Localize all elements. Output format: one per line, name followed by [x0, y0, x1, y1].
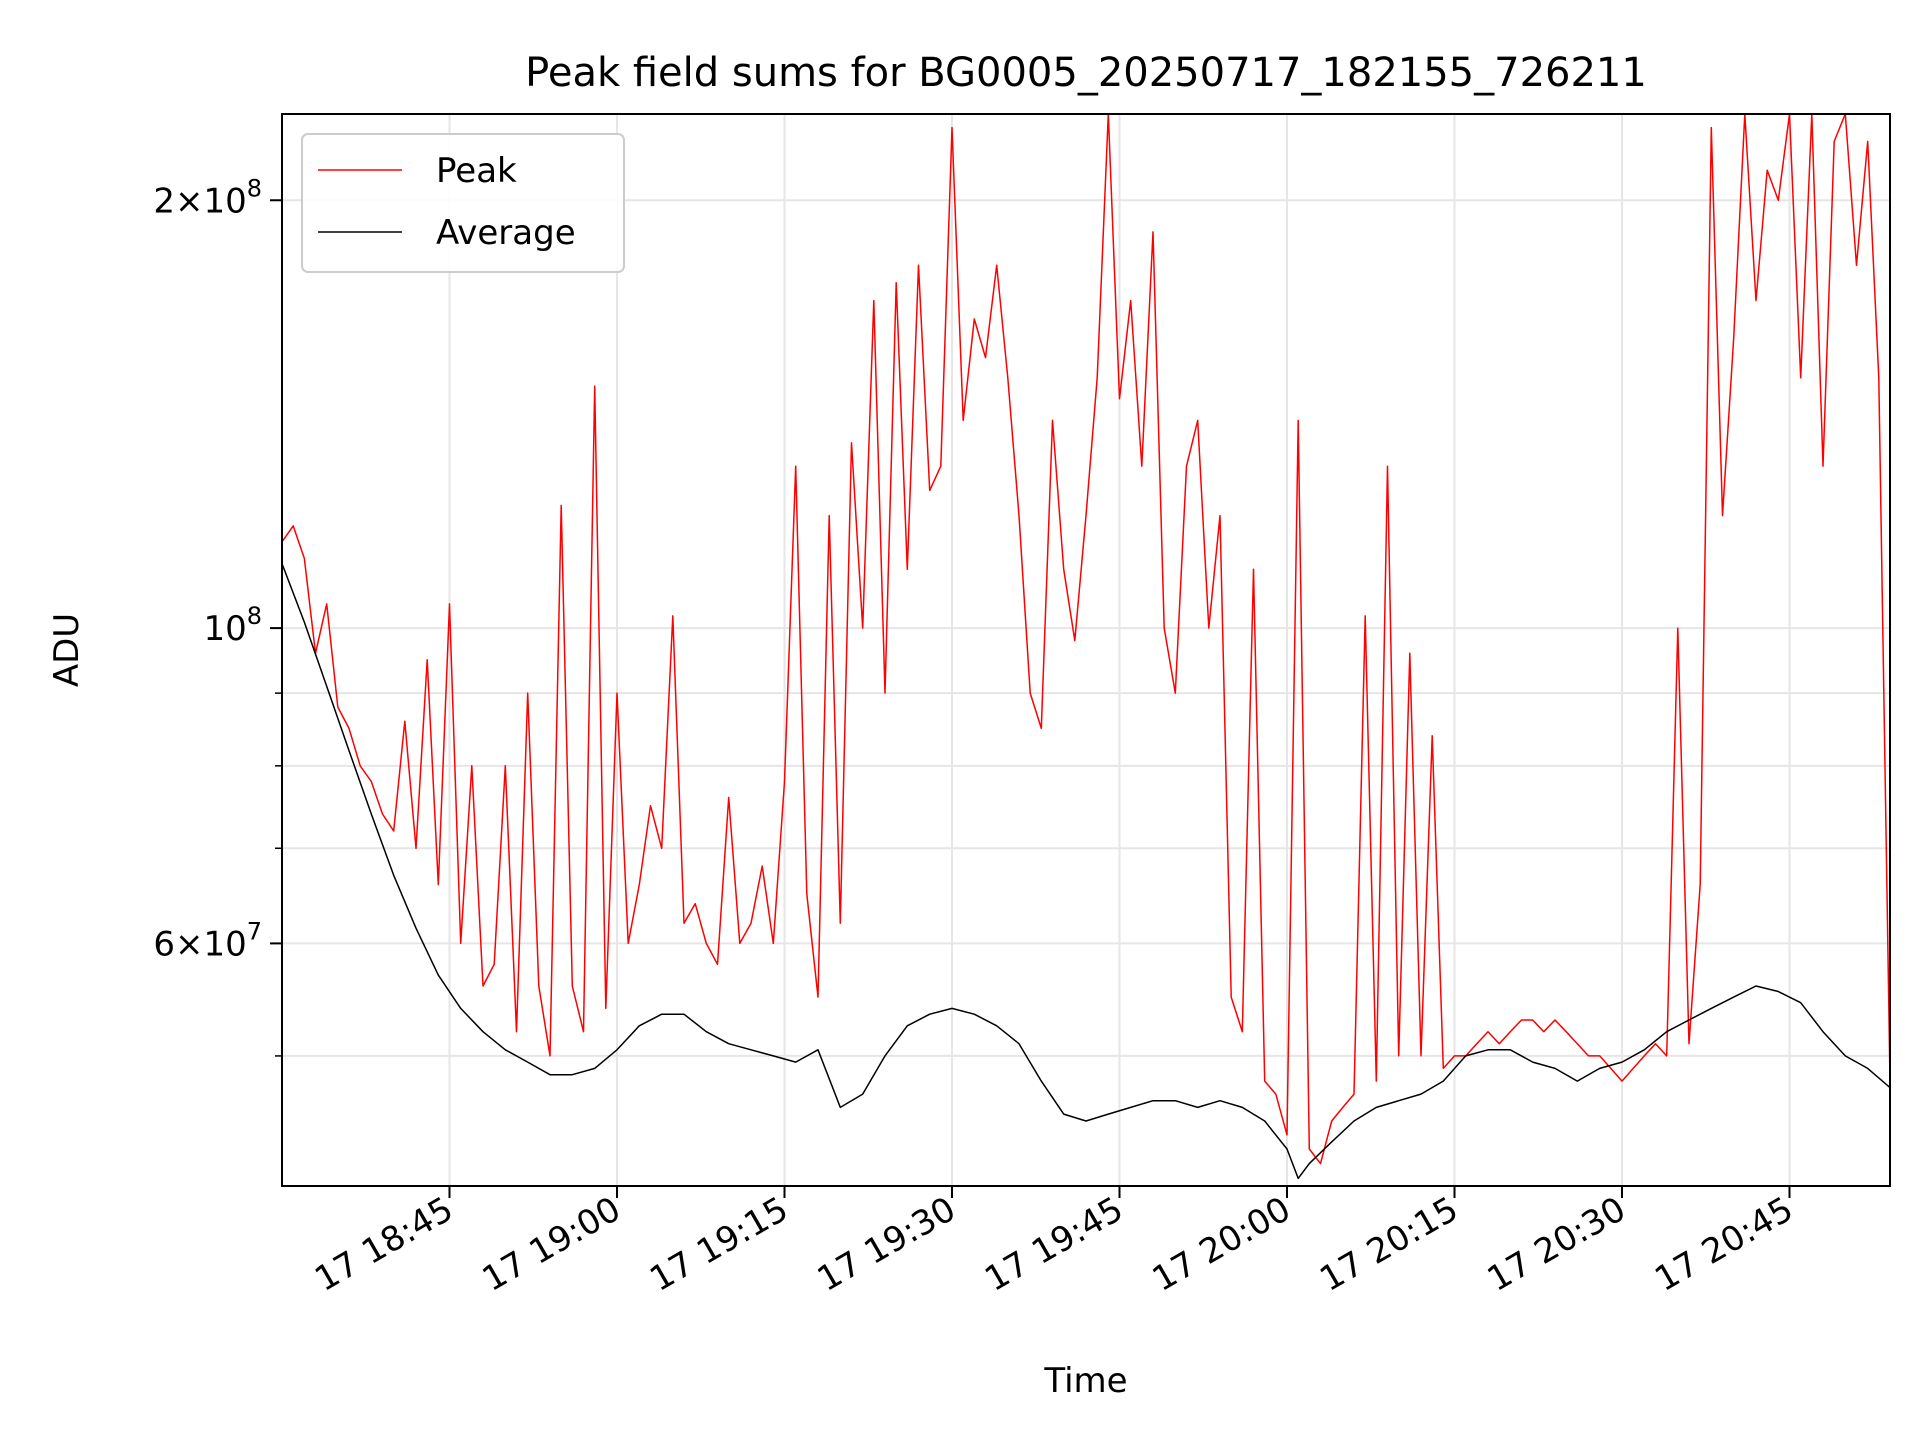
- y-axis: 6×107 108 2×108: [153, 174, 282, 1057]
- y-tick-label: 2×108: [153, 174, 262, 221]
- legend-label-peak: Peak: [436, 151, 517, 191]
- legend: Peak Average: [301, 133, 625, 273]
- y-tick-label: 108: [203, 602, 262, 649]
- series-line-peak: [282, 114, 1890, 1165]
- legend-label-average: Average: [436, 213, 576, 253]
- grid-horizontal: [282, 199, 1890, 1057]
- legend-box: [301, 133, 625, 273]
- x-axis-label: Time: [1043, 1361, 1127, 1401]
- chart-title: Peak field sums for BG0005_20250717_1821…: [525, 50, 1647, 96]
- y-axis-label: ADU: [47, 613, 87, 687]
- y-tick-label: 6×107: [153, 917, 262, 964]
- series-line-average: [282, 563, 1890, 1180]
- grid-vertical: [448, 114, 1791, 1186]
- plot-frame: [281, 113, 1891, 1187]
- series-layer: [282, 114, 1890, 1180]
